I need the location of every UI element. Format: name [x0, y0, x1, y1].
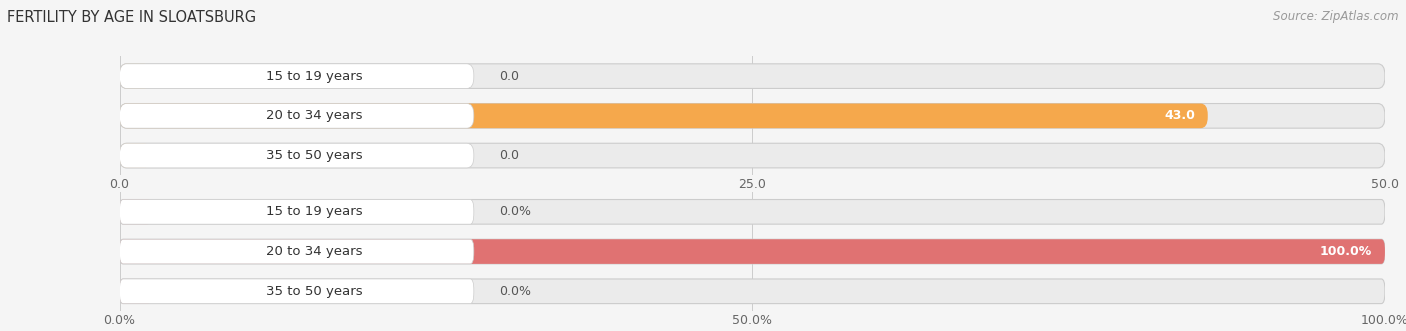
- FancyBboxPatch shape: [120, 279, 474, 304]
- Text: 20 to 34 years: 20 to 34 years: [266, 245, 363, 258]
- FancyBboxPatch shape: [120, 279, 1385, 304]
- Text: 15 to 19 years: 15 to 19 years: [266, 70, 363, 83]
- Text: 0.0: 0.0: [499, 70, 519, 83]
- FancyBboxPatch shape: [120, 143, 474, 168]
- Text: 43.0: 43.0: [1164, 109, 1195, 122]
- FancyBboxPatch shape: [120, 200, 1385, 224]
- FancyBboxPatch shape: [120, 239, 1385, 264]
- FancyBboxPatch shape: [120, 104, 474, 128]
- FancyBboxPatch shape: [120, 104, 1385, 128]
- Text: 0.0%: 0.0%: [499, 285, 531, 298]
- Text: 35 to 50 years: 35 to 50 years: [266, 285, 363, 298]
- FancyBboxPatch shape: [120, 143, 1385, 168]
- Text: 20 to 34 years: 20 to 34 years: [266, 109, 363, 122]
- Text: 0.0: 0.0: [499, 149, 519, 162]
- Text: 100.0%: 100.0%: [1320, 245, 1372, 258]
- FancyBboxPatch shape: [120, 64, 1385, 88]
- Text: 0.0%: 0.0%: [499, 205, 531, 218]
- Text: Source: ZipAtlas.com: Source: ZipAtlas.com: [1274, 10, 1399, 23]
- Text: 35 to 50 years: 35 to 50 years: [266, 149, 363, 162]
- FancyBboxPatch shape: [120, 279, 152, 304]
- FancyBboxPatch shape: [120, 239, 1385, 264]
- FancyBboxPatch shape: [120, 64, 474, 88]
- FancyBboxPatch shape: [120, 200, 152, 224]
- FancyBboxPatch shape: [120, 64, 152, 88]
- FancyBboxPatch shape: [120, 143, 152, 168]
- FancyBboxPatch shape: [120, 200, 474, 224]
- Text: FERTILITY BY AGE IN SLOATSBURG: FERTILITY BY AGE IN SLOATSBURG: [7, 10, 256, 25]
- FancyBboxPatch shape: [120, 104, 1208, 128]
- Text: 15 to 19 years: 15 to 19 years: [266, 205, 363, 218]
- FancyBboxPatch shape: [120, 239, 474, 264]
